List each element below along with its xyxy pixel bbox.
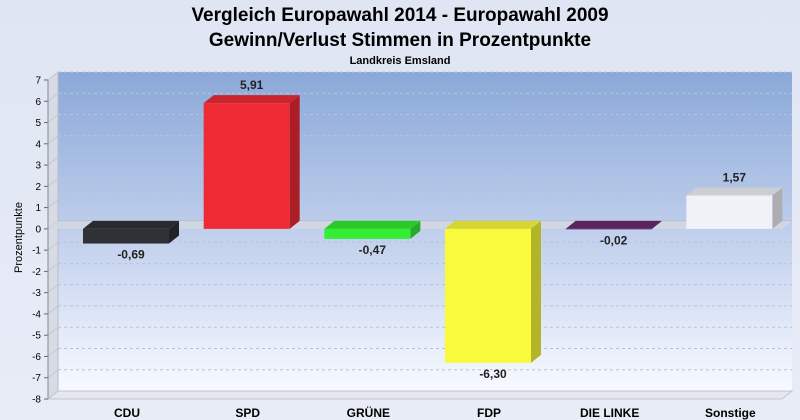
gridline-wall [47, 390, 59, 400]
gridline-wall [47, 305, 59, 315]
plot-area [46, 70, 794, 401]
chart-titles: Vergleich Europawahl 2014 - Europawahl 2… [191, 5, 608, 67]
bar-top [686, 187, 783, 196]
gridline-wall [47, 71, 59, 81]
x-tick-label: Sonstige [705, 406, 756, 420]
chart-title-line2: Gewinn/Verlust Stimmen in Prozentpunkte [209, 30, 591, 51]
gridline-wall [47, 114, 59, 123]
gridline-wall [47, 263, 59, 272]
value-label: -0,69 [117, 248, 145, 262]
bar-side [169, 220, 179, 244]
axes: -8 -7 -6 -5 -4 -3 -2 -1 0 1 2 3 4 5 6 7 Prozentpunkte [13, 76, 49, 406]
bar-gr-ne [324, 220, 421, 239]
bar-top [324, 220, 421, 229]
value-label: -0,47 [359, 243, 387, 257]
labels: -0,69 CDU 5,91 SPD -0,47 GRÜNE -6,30 FDP -0,02 DI… [114, 78, 756, 420]
y-tick-label: 2 [35, 182, 41, 193]
x-tick-label: DIE LINKE [580, 406, 639, 420]
y-tick-label: 6 [35, 97, 41, 108]
bar-top [565, 220, 662, 229]
x-tick-label: FDP [477, 406, 501, 420]
y-tick-label: -1 [32, 246, 41, 257]
bar-fdp [445, 220, 541, 363]
y-tick-label: -3 [32, 288, 41, 299]
y-tick-label: 1 [35, 203, 41, 214]
bar-front [445, 228, 531, 363]
gridline-wall [47, 135, 59, 145]
value-label: -6,30 [479, 367, 507, 381]
y-tick-label: -6 [32, 352, 41, 363]
y-tick-label: 0 [35, 224, 41, 235]
bar-side [772, 187, 783, 229]
bar-side [410, 220, 421, 239]
x-tick-label: SPD [235, 406, 260, 420]
bar-side [531, 220, 541, 363]
plot-background [58, 72, 792, 391]
bar-front [203, 103, 290, 229]
gridline-wall [47, 241, 59, 251]
gridline-wall [47, 369, 59, 379]
x-tick-label: GRÜNE [347, 405, 390, 420]
value-label: -0,02 [600, 233, 628, 247]
y-tick-label: 7 [35, 76, 41, 87]
plot-floor [46, 390, 794, 400]
chart-subtitle: Landkreis Emsland [350, 55, 451, 67]
gridline-wall [47, 284, 59, 294]
bar-top [83, 220, 179, 229]
value-label: 5,91 [240, 78, 264, 92]
chart-title-line1: Vergleich Europawahl 2014 - Europawahl 2… [191, 5, 608, 26]
y-tick-label: -5 [32, 331, 41, 342]
bar-top [203, 95, 300, 104]
y-tick-label: -4 [32, 309, 41, 320]
y-tick-label: -2 [32, 267, 41, 278]
bar-spd [203, 95, 300, 229]
y-tick-label: -8 [32, 395, 41, 406]
gridline-wall [47, 92, 59, 102]
bar-side [289, 95, 300, 229]
gridline-wall [47, 326, 59, 336]
bars [83, 95, 783, 363]
gridline-wall [47, 199, 59, 208]
y-tick-label: 5 [35, 118, 41, 129]
gridline-wall [47, 156, 59, 166]
value-label: 1,57 [723, 170, 747, 184]
x-tick-label: CDU [114, 406, 140, 420]
gridline-wall [47, 348, 59, 357]
bar-front [565, 228, 652, 230]
y-tick-label: -7 [32, 373, 41, 384]
bar-sonstige [686, 187, 783, 229]
bar-die-linke [565, 220, 662, 230]
bar-side [651, 220, 662, 230]
y-tick-label: 4 [35, 139, 41, 150]
bar-cdu [83, 220, 179, 244]
gridline-wall [47, 177, 59, 187]
y-axis-label: Prozentpunkte [13, 202, 25, 273]
bar-front [83, 228, 169, 244]
bar-front [324, 228, 411, 239]
bar-top [445, 220, 541, 229]
bar-front [686, 195, 773, 229]
y-tick-label: 3 [35, 161, 41, 172]
